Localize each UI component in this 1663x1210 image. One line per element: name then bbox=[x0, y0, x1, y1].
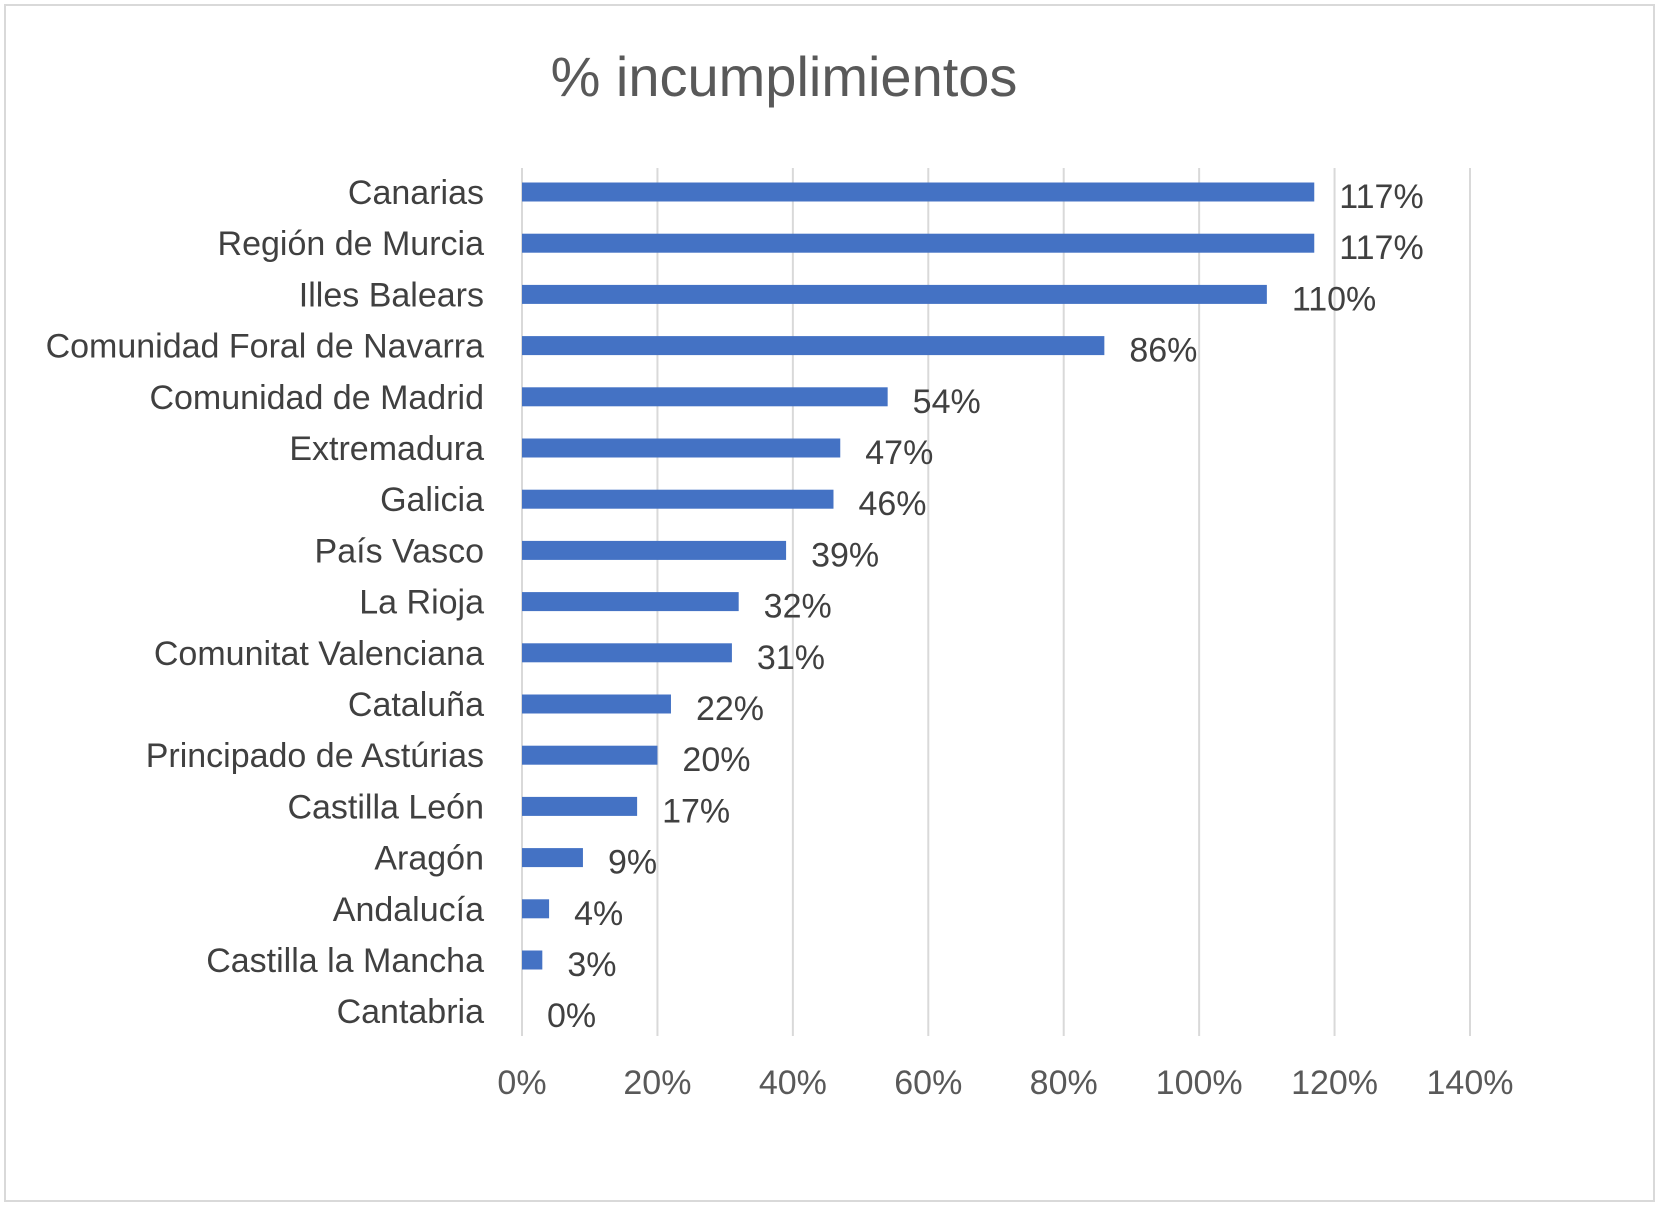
x-tick-label: 60% bbox=[894, 1064, 962, 1102]
data-labels: 117% 117% 110% 86% 54% 47% 46% 39% 32% 31% 22% 20% 1… bbox=[547, 178, 1424, 1035]
category-label: Comunitat Valenciana bbox=[154, 635, 484, 673]
bar bbox=[522, 899, 550, 919]
category-label: Cantabria bbox=[337, 993, 485, 1031]
x-tick-label: 0% bbox=[497, 1064, 546, 1102]
bar bbox=[522, 592, 739, 612]
x-tick-label: 140% bbox=[1427, 1064, 1514, 1102]
category-label: Extremadura bbox=[289, 430, 484, 468]
data-label: 17% bbox=[662, 792, 730, 830]
x-tick-label: 100% bbox=[1156, 1064, 1243, 1102]
category-label: Illes Balears bbox=[299, 276, 484, 314]
category-label: País Vasco bbox=[315, 532, 484, 570]
x-tick-label: 20% bbox=[623, 1064, 691, 1102]
bar bbox=[522, 387, 888, 407]
data-label: 117% bbox=[1339, 178, 1423, 216]
data-label: 46% bbox=[858, 485, 926, 523]
data-label: 20% bbox=[682, 741, 750, 779]
category-label: La Rioja bbox=[359, 584, 484, 622]
data-label: 117% bbox=[1339, 229, 1423, 267]
chart-frame: % incumplimientos Canarias Región de Murc… bbox=[4, 4, 1655, 1202]
category-label: Aragón bbox=[374, 840, 484, 878]
category-label: Andalucía bbox=[333, 891, 484, 929]
bar bbox=[522, 643, 732, 663]
data-label: 47% bbox=[865, 434, 933, 472]
data-label: 31% bbox=[757, 639, 825, 677]
x-axis-tick-labels: 0% 20% 40% 60% 80% 100% 120% 140% bbox=[497, 1064, 1513, 1102]
category-label: Castilla la Mancha bbox=[206, 942, 484, 980]
bar bbox=[522, 182, 1315, 202]
gridlines bbox=[521, 168, 1471, 1036]
category-label: Cataluña bbox=[348, 686, 484, 724]
data-label: 110% bbox=[1292, 280, 1376, 318]
data-label: 22% bbox=[696, 690, 764, 728]
bar bbox=[522, 284, 1267, 304]
bar bbox=[522, 848, 583, 868]
bar bbox=[522, 796, 638, 816]
data-label: 9% bbox=[608, 844, 657, 882]
bar bbox=[522, 233, 1315, 253]
bars bbox=[522, 182, 1315, 970]
bar bbox=[522, 336, 1105, 356]
category-label: Región de Murcia bbox=[218, 225, 485, 263]
data-label: 54% bbox=[913, 383, 981, 421]
bar-chart: % incumplimientos Canarias Región de Murc… bbox=[46, 45, 1514, 1102]
x-tick-label: 40% bbox=[759, 1064, 827, 1102]
category-label: Principado de Astúrias bbox=[146, 737, 484, 775]
bar bbox=[522, 438, 841, 458]
x-tick-label: 120% bbox=[1291, 1064, 1378, 1102]
category-label: Galicia bbox=[380, 481, 484, 519]
data-label: 0% bbox=[547, 997, 596, 1035]
data-label: 3% bbox=[567, 946, 616, 984]
x-tick-label: 80% bbox=[1030, 1064, 1098, 1102]
category-label: Castilla León bbox=[287, 788, 484, 826]
bar bbox=[522, 694, 671, 714]
category-label: Comunidad Foral de Navarra bbox=[46, 328, 485, 366]
bar bbox=[522, 950, 543, 970]
bar bbox=[522, 489, 834, 509]
category-labels: Canarias Región de Murcia Illes Balears Com… bbox=[46, 174, 485, 1031]
data-label: 4% bbox=[574, 895, 623, 933]
data-label: 39% bbox=[811, 536, 879, 574]
category-label: Comunidad de Madrid bbox=[149, 379, 484, 417]
category-label: Canarias bbox=[348, 174, 484, 212]
bar bbox=[522, 745, 658, 765]
data-label: 86% bbox=[1129, 332, 1197, 370]
data-label: 32% bbox=[764, 588, 832, 626]
chart-title: % incumplimientos bbox=[551, 45, 1018, 108]
bar bbox=[522, 540, 787, 560]
